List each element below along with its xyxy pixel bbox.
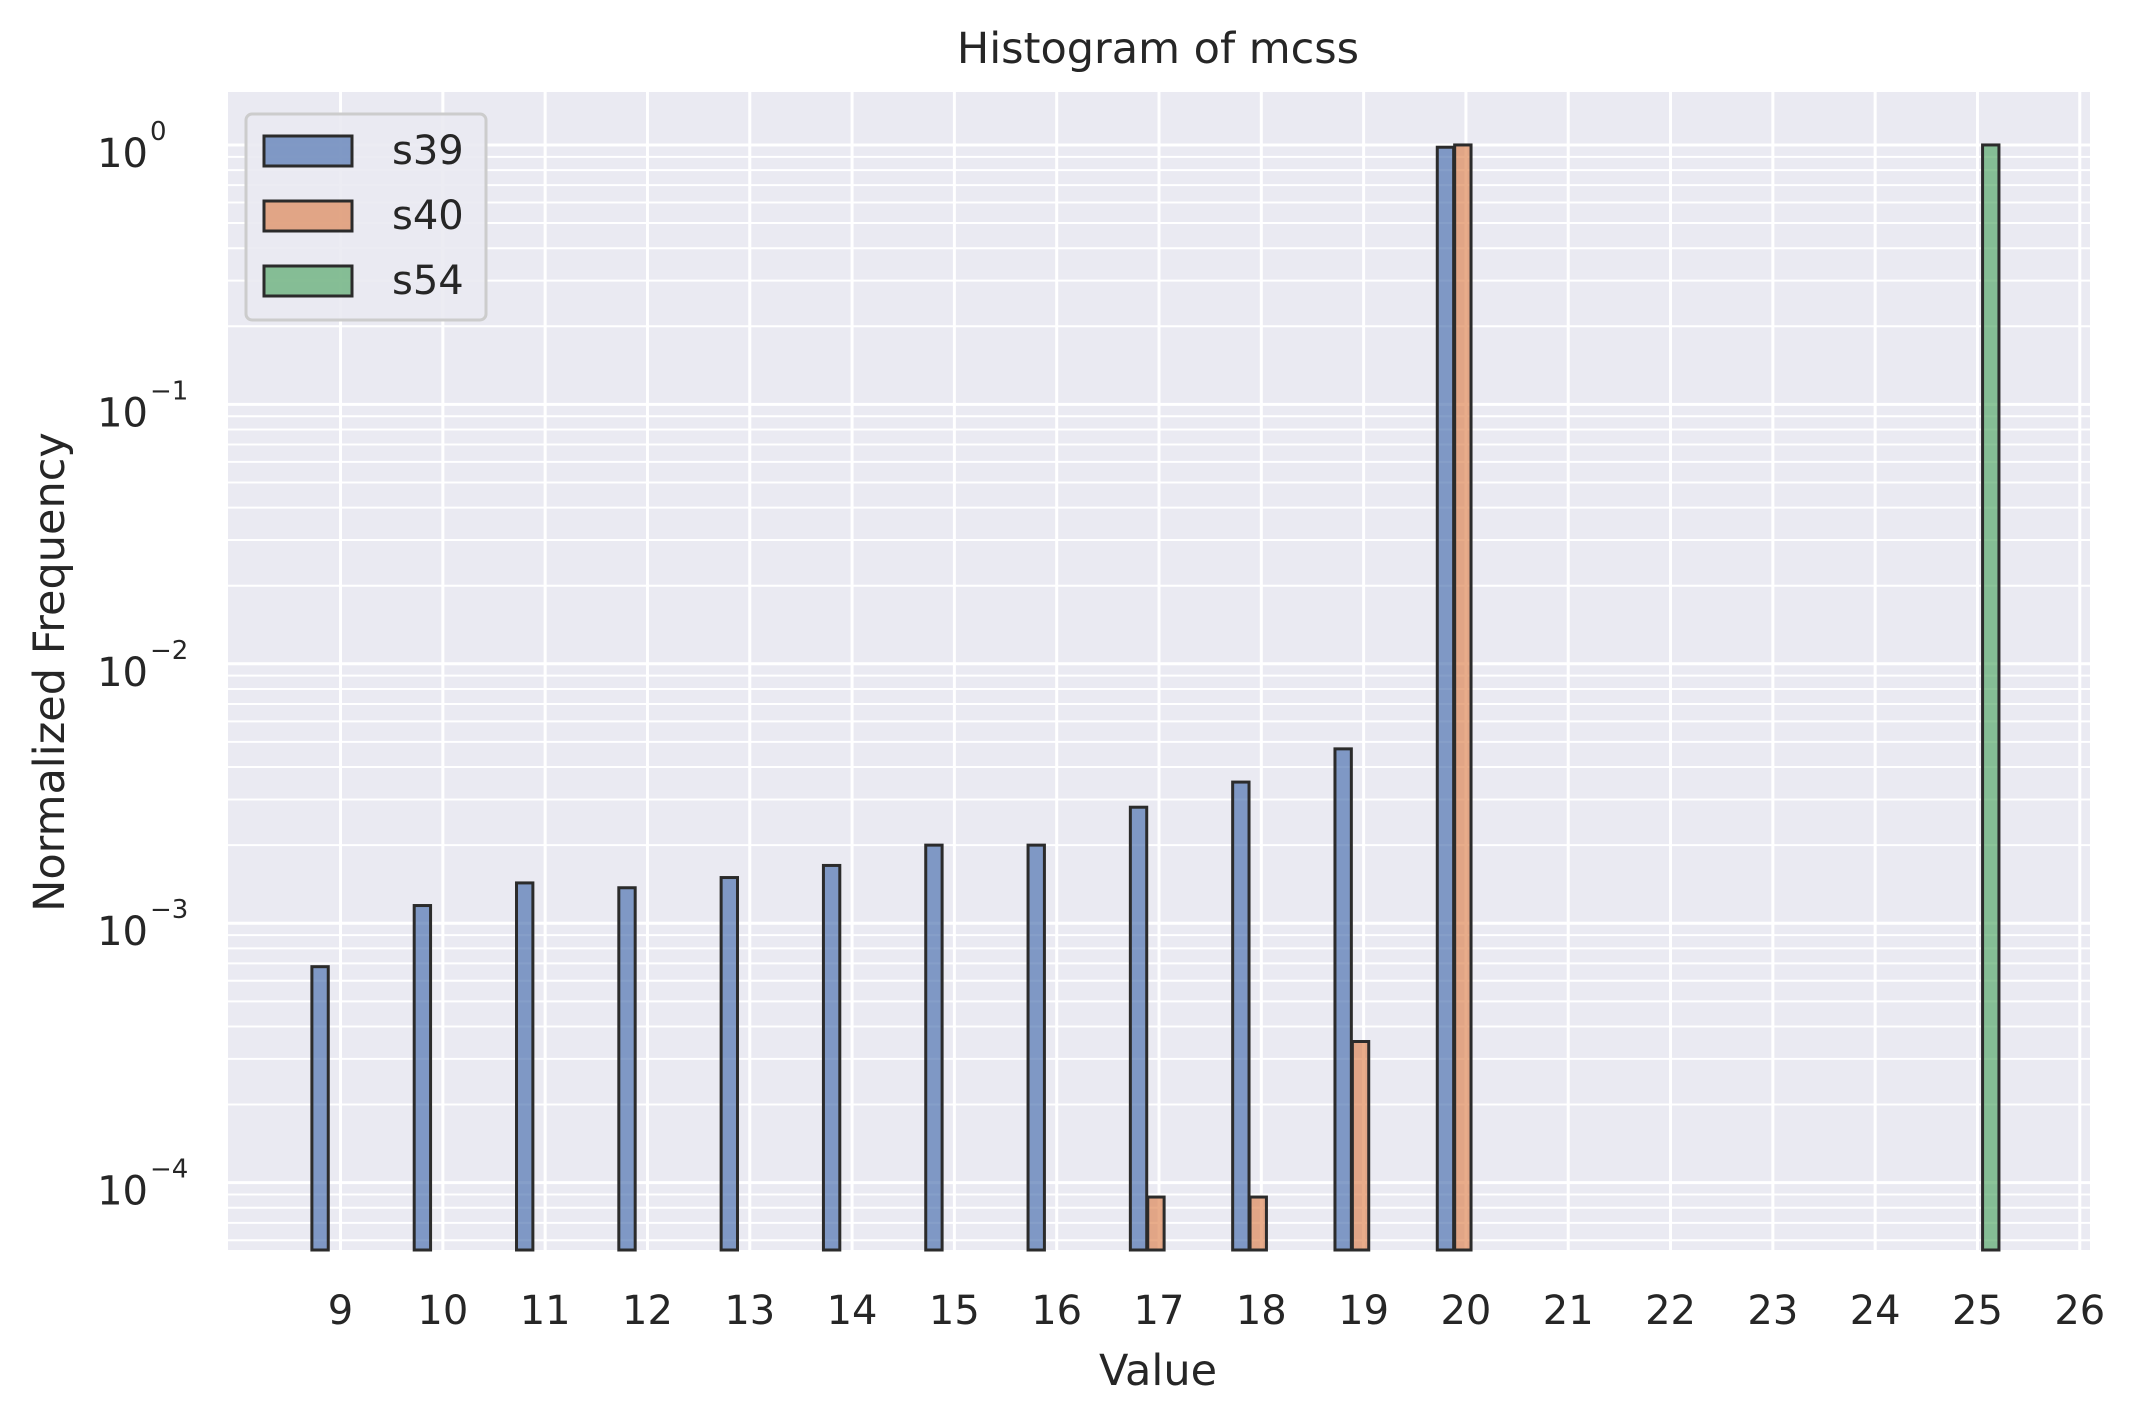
bar-s40 <box>1350 1040 1371 1252</box>
y-tick-label: 10 0 <box>97 117 166 177</box>
legend-label-s39: s39 <box>392 128 464 174</box>
bar-s39 <box>1026 843 1046 1252</box>
bar-s39 <box>924 843 944 1252</box>
bar-s39 <box>1435 145 1456 1252</box>
bars <box>310 143 2001 1252</box>
x-tick-label: 18 <box>1236 1288 1287 1334</box>
legend-swatch-s40 <box>262 199 354 233</box>
bar-s40 <box>1248 1195 1268 1252</box>
y-axis-label: Normalized Frequency <box>25 432 75 912</box>
y-tick-label: 10 −4 <box>97 1155 188 1215</box>
legend-swatch-s54 <box>262 264 354 298</box>
y-tick-base: 10 <box>97 390 148 436</box>
x-tick-label: 10 <box>417 1288 468 1334</box>
y-tick-label: 10 −2 <box>97 636 188 696</box>
bar-s39 <box>515 881 535 1252</box>
x-tick-label: 24 <box>1850 1288 1901 1334</box>
y-tick-exponent: 0 <box>150 117 167 147</box>
bar-s39 <box>412 904 433 1252</box>
x-axis-ticks: 9 10 11 12 13 14 15 16 17 18 19 20 21 22 23 24 25 26 <box>328 1288 2105 1334</box>
x-tick-label: 16 <box>1031 1288 1082 1334</box>
x-tick-label: 22 <box>1645 1288 1696 1334</box>
bar-s39 <box>617 886 637 1252</box>
x-tick-label: 11 <box>520 1288 571 1334</box>
legend-swatch-s39 <box>262 134 354 168</box>
y-tick-exponent: −3 <box>150 895 188 925</box>
x-tick-label: 13 <box>724 1288 775 1334</box>
x-tick-label: 9 <box>328 1288 353 1334</box>
x-tick-label: 25 <box>1952 1288 2003 1334</box>
bar-s39 <box>1333 747 1353 1252</box>
x-tick-label: 21 <box>1543 1288 1594 1334</box>
legend-label-s54: s54 <box>392 258 464 304</box>
legend: s39 s40 s54 <box>244 112 488 322</box>
y-tick-label: 10 −3 <box>97 895 188 955</box>
bar-s40 <box>1146 1195 1166 1252</box>
bar-s39 <box>310 965 330 1252</box>
y-tick-base: 10 <box>97 909 148 955</box>
y-tick-base: 10 <box>97 650 148 696</box>
x-tick-label: 26 <box>2054 1288 2105 1334</box>
y-tick-exponent: −1 <box>150 376 188 406</box>
x-tick-label: 23 <box>1747 1288 1798 1334</box>
x-tick-label: 19 <box>1338 1288 1389 1334</box>
bar-s39 <box>1128 805 1149 1252</box>
x-tick-label: 15 <box>929 1288 980 1334</box>
bar-s39 <box>719 876 739 1252</box>
bar-s39 <box>1231 780 1251 1252</box>
legend-label-s40: s40 <box>392 193 464 239</box>
x-tick-label: 17 <box>1134 1288 1185 1334</box>
bar-s54 <box>1981 143 2001 1252</box>
y-tick-exponent: −4 <box>150 1155 188 1185</box>
y-tick-exponent: −2 <box>150 636 188 666</box>
y-tick-base: 10 <box>97 131 148 177</box>
bar-s40 <box>1453 143 1473 1252</box>
x-axis-label: Value <box>1099 1346 1217 1396</box>
x-tick-label: 14 <box>827 1288 878 1334</box>
y-tick-label: 10 −1 <box>97 376 188 436</box>
y-tick-base: 10 <box>97 1169 148 1215</box>
x-tick-label: 12 <box>622 1288 673 1334</box>
chart-title: Histogram of mcss <box>957 24 1359 74</box>
bar-s39 <box>821 863 842 1252</box>
x-tick-label: 20 <box>1440 1288 1491 1334</box>
